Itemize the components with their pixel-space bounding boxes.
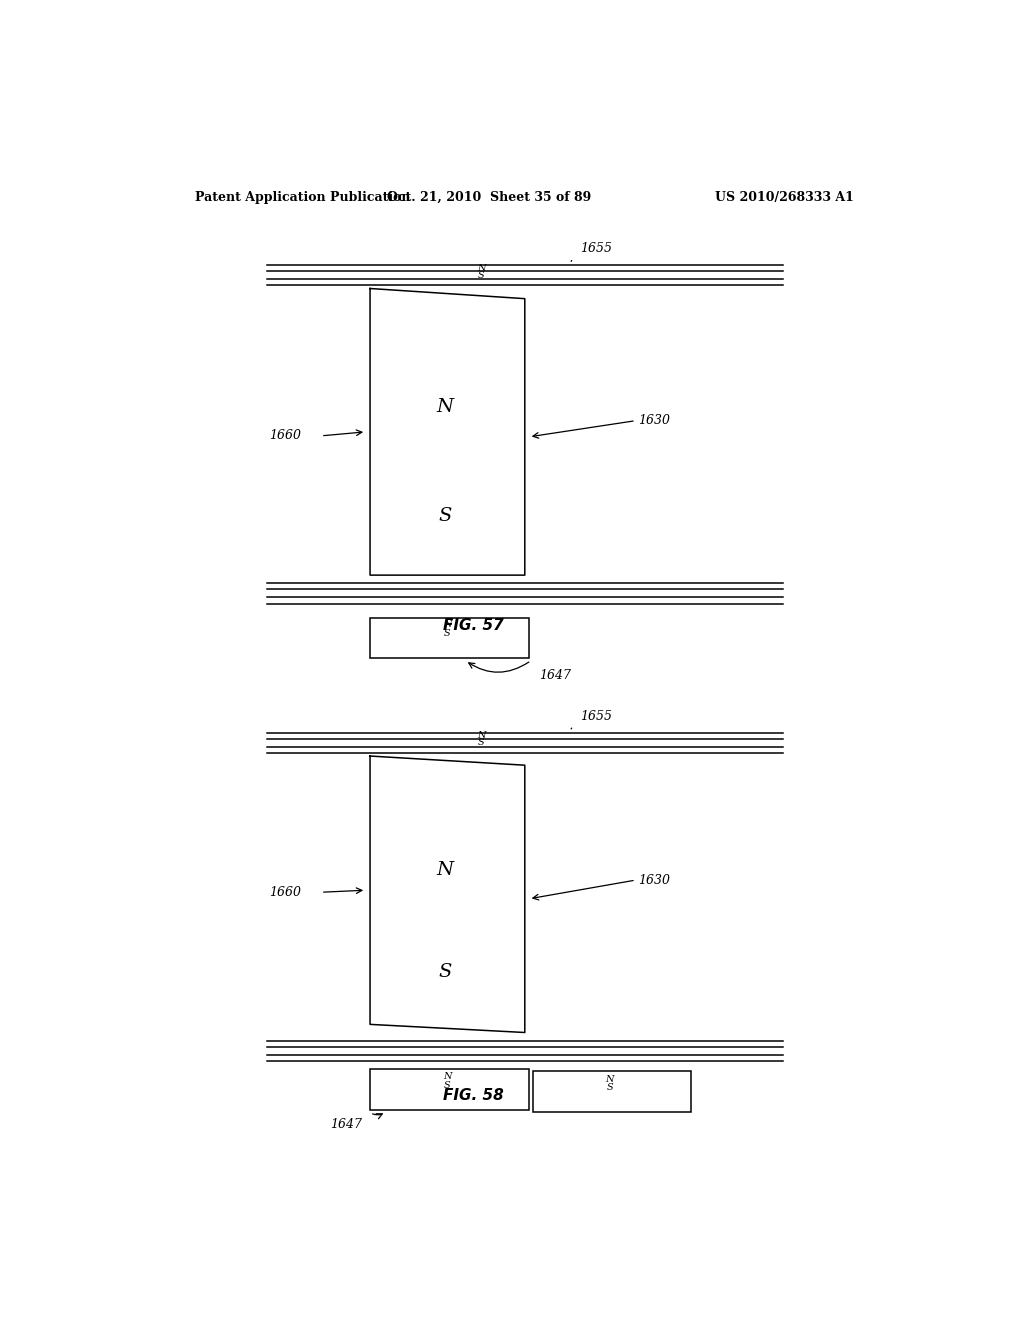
Text: 1630: 1630 — [638, 414, 671, 428]
Text: 1655: 1655 — [581, 710, 612, 722]
Text: 1630: 1630 — [638, 874, 671, 887]
Text: S: S — [443, 628, 451, 638]
Text: N: N — [437, 861, 454, 879]
Text: S: S — [438, 507, 453, 525]
Text: N: N — [477, 731, 485, 741]
Text: N: N — [442, 620, 452, 630]
Text: Patent Application Publication: Patent Application Publication — [196, 191, 411, 203]
Bar — [370, 618, 528, 659]
Text: 1655: 1655 — [581, 242, 612, 255]
Text: FIG. 57: FIG. 57 — [442, 618, 504, 632]
Text: N: N — [437, 399, 454, 416]
Text: N: N — [605, 1074, 614, 1084]
Text: N: N — [477, 264, 485, 273]
Text: 1660: 1660 — [269, 429, 301, 442]
Text: S: S — [443, 1081, 451, 1090]
Text: FIG. 58: FIG. 58 — [442, 1089, 504, 1104]
Text: N: N — [442, 1072, 452, 1081]
Text: 1660: 1660 — [269, 886, 301, 899]
Text: Oct. 21, 2010  Sheet 35 of 89: Oct. 21, 2010 Sheet 35 of 89 — [387, 191, 591, 203]
Text: 1647: 1647 — [539, 669, 571, 681]
Text: S: S — [478, 738, 484, 747]
Text: S: S — [478, 271, 484, 280]
Text: US 2010/268333 A1: US 2010/268333 A1 — [716, 191, 854, 203]
Text: S: S — [438, 962, 453, 981]
Bar — [532, 1071, 691, 1111]
Text: S: S — [606, 1082, 613, 1092]
Text: 1647: 1647 — [330, 1118, 362, 1131]
Bar — [370, 1069, 528, 1110]
